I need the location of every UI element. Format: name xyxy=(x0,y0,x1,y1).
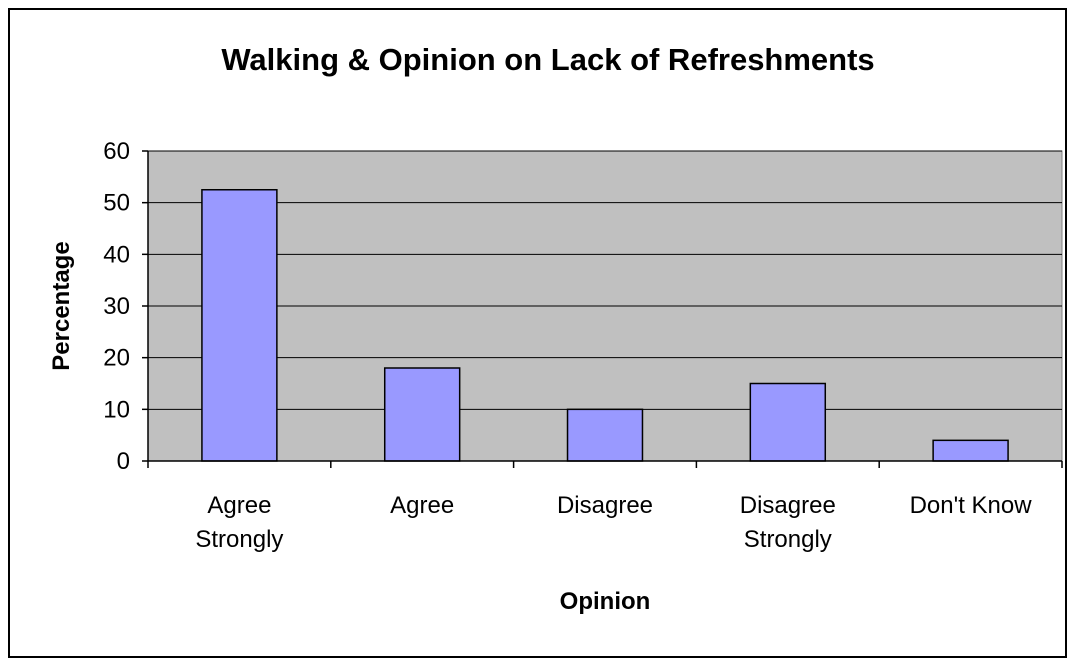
y-tick-label: 20 xyxy=(103,345,130,372)
bar xyxy=(749,382,827,462)
y-tick-label: 30 xyxy=(103,293,130,320)
bar xyxy=(201,189,278,462)
y-tick-label: 10 xyxy=(103,396,130,423)
gridlines xyxy=(148,150,1062,410)
bar xyxy=(383,367,461,462)
x-tick-label: Agree xyxy=(390,492,454,519)
y-tick-label: 60 xyxy=(103,138,130,165)
chart-title: Walking & Opinion on Lack of Refreshment… xyxy=(221,42,874,77)
x-axis-ticks: Agree Strongly Agree Disagree Disagree Strong… xyxy=(147,461,1063,553)
bar xyxy=(932,439,1009,462)
x-tick-label: Agree Strongly xyxy=(195,492,283,553)
y-tick-label: 40 xyxy=(103,241,130,268)
x-tick-label: Disagree xyxy=(557,492,653,519)
y-tick-label: 50 xyxy=(103,190,130,217)
y-tick-label: 0 xyxy=(117,448,130,475)
bar xyxy=(566,408,644,462)
y-axis-title: Percentage xyxy=(48,241,75,370)
x-tick-label: Don't Know xyxy=(910,492,1033,519)
bars xyxy=(201,189,1009,462)
x-axis-title: Opinion xyxy=(560,588,651,615)
y-axis-ticks: 0 10 20 30 40 50 60 xyxy=(103,138,148,475)
x-tick-label: Disagree Strongly xyxy=(740,492,836,553)
